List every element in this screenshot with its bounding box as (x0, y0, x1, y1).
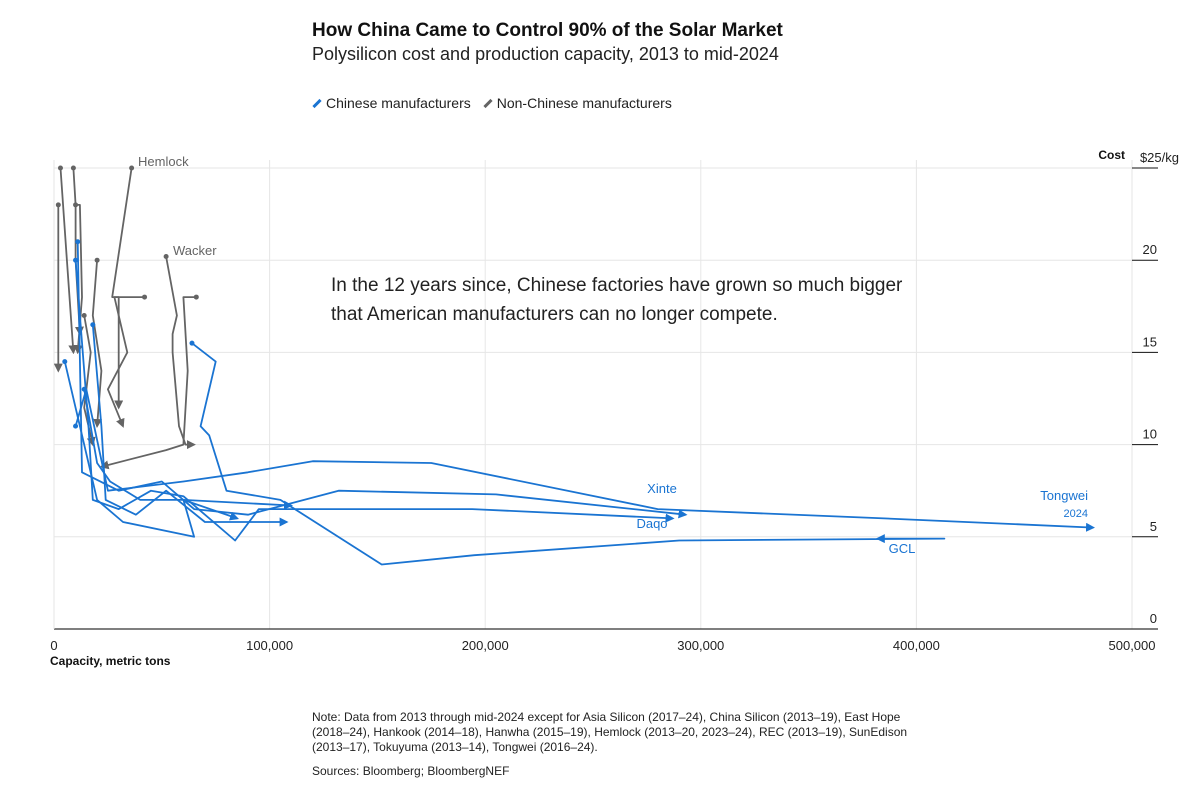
legend-item-chinese: Chinese manufacturers (312, 95, 471, 111)
series-start-point-chinese-b (90, 322, 96, 328)
y-tick-label: 0 (1150, 611, 1157, 626)
series-line-tongwei (74, 388, 1095, 532)
series-start-point-daqo (73, 257, 79, 263)
series-start-point-hemlock (129, 165, 135, 171)
y-tick-label: $25/kg (1140, 150, 1179, 165)
legend: Chinese manufacturers Non-Chinese manufa… (312, 95, 672, 111)
x-axis-title: Capacity, metric tons (50, 654, 171, 668)
series-line-chinese-c (83, 389, 240, 521)
series-start-point-chinese-c (81, 386, 87, 392)
series-line-gcl (191, 342, 946, 566)
y-tick-label: 5 (1150, 519, 1157, 534)
sources: Sources: Bloomberg; BloombergNEF (312, 764, 510, 778)
series-start-point-non-chinese-f (142, 294, 148, 300)
series-start-point-non-chinese-g (193, 294, 199, 300)
series-line-non-chinese-a (59, 167, 78, 355)
series-label-layer: Tongwei 2024 GCL Xinte Daqo Hemlock Wacker (138, 154, 1088, 556)
y-tick-label: 20 (1143, 242, 1157, 257)
series-start-point-wacker (163, 254, 169, 260)
y-tick-label: 15 (1143, 334, 1157, 349)
series-start-point-tongwei (73, 423, 79, 429)
x-tick-label: 200,000 (462, 638, 509, 653)
chart-title: How China Came to Control 90% of the Sol… (312, 20, 783, 41)
series-label-daqo: Daqo (636, 516, 667, 531)
series-layer (53, 165, 1095, 566)
footnote: Note: Data from 2013 through mid-2024 ex… (312, 710, 908, 754)
series-line-xinte (76, 241, 688, 519)
series-line-non-chinese-f (107, 296, 145, 428)
x-tick-label: 400,000 (893, 638, 940, 653)
grid-layer (53, 160, 1158, 630)
series-label-xinte: Xinte (647, 481, 677, 496)
series-line-chinese-b (91, 324, 289, 527)
x-tick-label: 100,000 (246, 638, 293, 653)
series-start-point-xinte (75, 239, 81, 245)
chart-subtitle: Polysilicon cost and production capacity… (312, 44, 779, 64)
series-start-point-chinese-a (62, 359, 68, 365)
series-label-wacker: Wacker (173, 243, 217, 258)
legend-item-nonchinese: Non-Chinese manufacturers (483, 95, 672, 111)
x-tick-label: 0 (50, 638, 57, 653)
series-line-non-chinese-g (99, 296, 197, 470)
x-tick-label: 500,000 (1109, 638, 1156, 653)
x-tick-label: 300,000 (677, 638, 724, 653)
y-axis-title: Cost (1098, 148, 1125, 162)
series-line-hemlock (111, 167, 133, 410)
legend-label-chinese: Chinese manufacturers (326, 95, 471, 111)
series-line-wacker (165, 256, 196, 450)
series-start-point-non-chinese-e (94, 257, 100, 263)
legend-label-nonchinese: Non-Chinese manufacturers (496, 95, 672, 111)
series-sublabel-tongwei: 2024 (1064, 508, 1088, 520)
series-start-point-non-chinese-b (70, 165, 76, 171)
series-start-point-non-chinese-h (81, 313, 87, 319)
tick-layer: 0 100,000 200,000 300,000 400,000 500,000 $25/… (50, 150, 1179, 653)
series-line-daqo (74, 260, 675, 542)
series-start-point-non-chinese-c (55, 202, 61, 208)
series-start-point-non-chinese-a (57, 165, 63, 171)
series-label-tongwei: Tongwei (1040, 488, 1088, 503)
series-start-point-non-chinese-d (73, 202, 79, 208)
series-start-point-gcl (189, 340, 195, 346)
series-label-hemlock: Hemlock (138, 154, 189, 169)
chart-annotation: In the 12 years since, Chinese factories… (331, 275, 903, 325)
series-label-gcl: GCL (889, 541, 916, 556)
y-tick-label: 10 (1143, 427, 1157, 442)
